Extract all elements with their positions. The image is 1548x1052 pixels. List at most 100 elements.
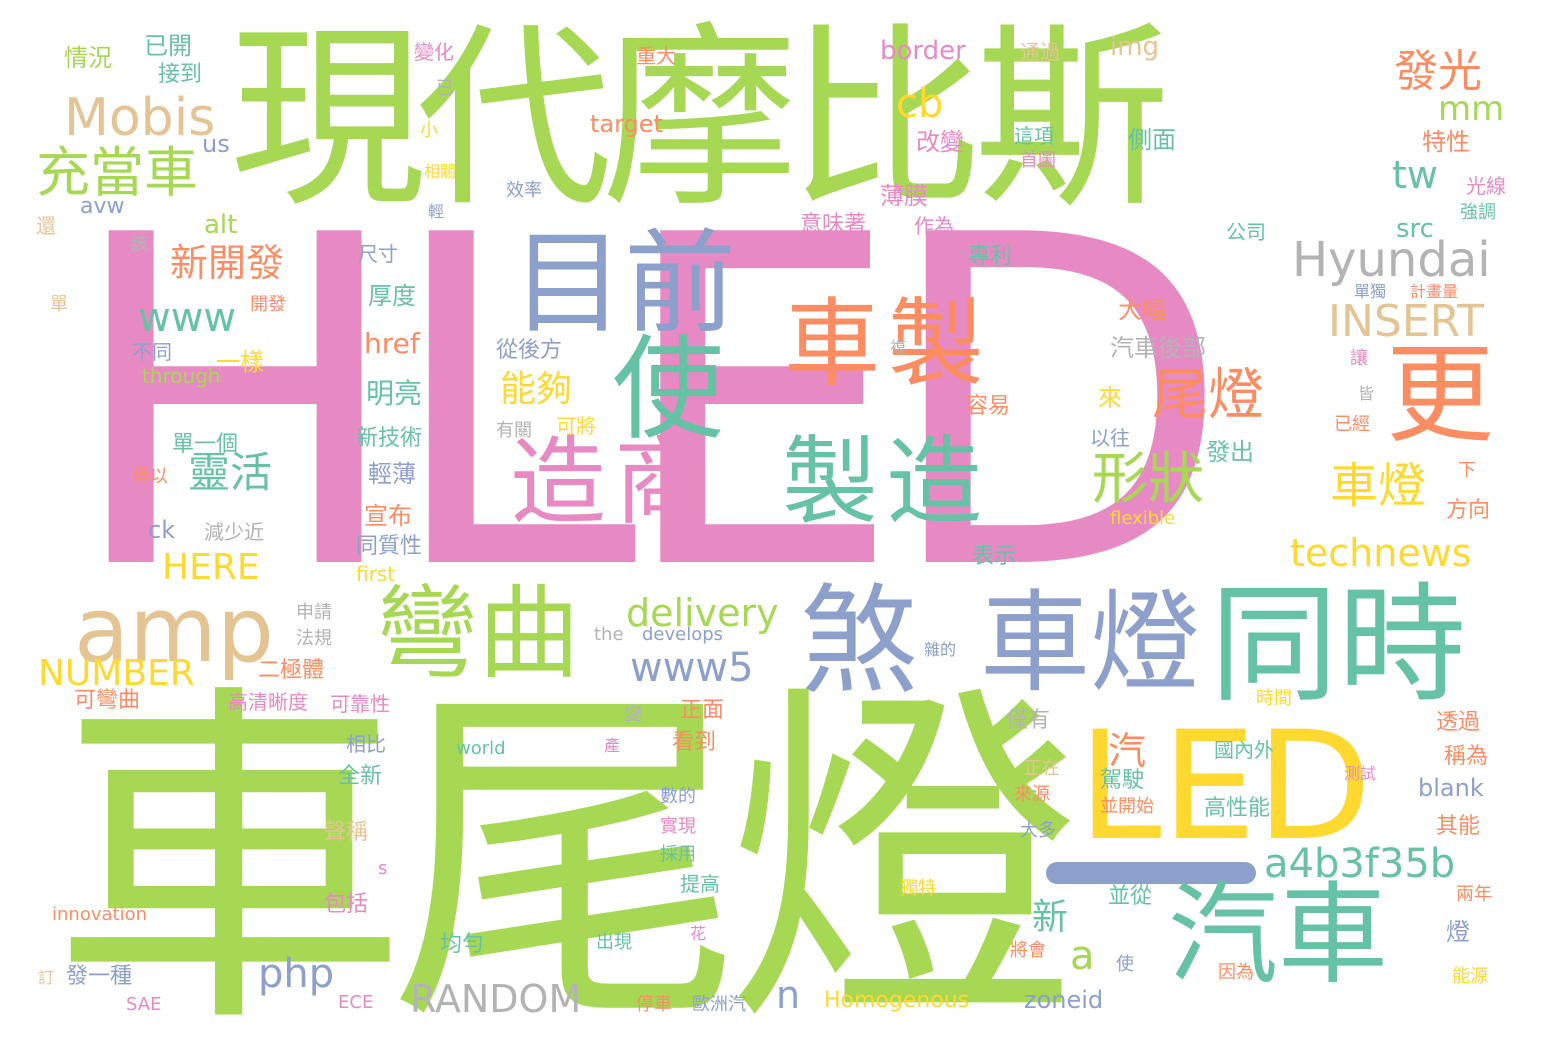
- cloud-word: 可將: [556, 414, 596, 438]
- cloud-word: 造商: [510, 426, 718, 538]
- cloud-word: 兩年: [1456, 884, 1492, 905]
- cloud-word: us: [202, 130, 230, 158]
- cloud-word: 一樣: [216, 348, 264, 376]
- cloud-word: 來: [1098, 384, 1122, 412]
- cloud-word: 正面: [680, 698, 725, 723]
- cloud-word: 車燈: [1330, 458, 1427, 514]
- cloud-word: 情況: [64, 44, 112, 72]
- cloud-word: 側面: [1128, 126, 1176, 154]
- cloud-word: href: [364, 327, 420, 360]
- cloud-word: a: [1070, 933, 1095, 979]
- cloud-word: 方向: [1446, 498, 1491, 523]
- cloud-word: 因為: [1218, 962, 1254, 983]
- cloud-word: 單一個: [172, 432, 239, 457]
- cloud-word: the: [594, 624, 624, 645]
- cloud-word: 汽車: [1168, 871, 1388, 999]
- cloud-word: 能夠: [500, 369, 573, 410]
- cloud-word: 效率: [506, 180, 542, 201]
- cloud-word: 稱為: [1444, 744, 1489, 769]
- cloud-word: target: [590, 110, 663, 138]
- cloud-word: 汽車後部: [1110, 334, 1206, 362]
- cloud-word: INSERT: [1328, 296, 1484, 347]
- cloud-word: 使: [612, 325, 724, 455]
- cloud-word: 作為: [914, 214, 954, 238]
- cloud-word: through: [142, 364, 221, 388]
- cloud-word: 已開: [144, 32, 192, 60]
- cloud-word: Homogenous: [824, 988, 970, 1013]
- cloud-word: 發出: [1206, 438, 1254, 466]
- cloud-word: 數的: [660, 786, 696, 807]
- cloud-word: 大幅: [1118, 296, 1166, 324]
- cloud-word: 更: [1386, 333, 1495, 458]
- cloud-word: 使: [1116, 954, 1134, 975]
- cloud-word: RANDOM: [410, 977, 582, 1021]
- cloud-word: 宣布: [364, 502, 412, 530]
- cloud-word: 開發: [250, 294, 286, 315]
- cloud-word: 製造: [782, 426, 990, 538]
- cloud-word: develops: [642, 624, 724, 645]
- cloud-word: n: [776, 973, 801, 1017]
- cloud-word: 變化: [414, 40, 454, 64]
- cloud-word: 時間: [1256, 688, 1292, 709]
- cloud-word: 同質性: [356, 534, 423, 559]
- cloud-word: 小: [420, 120, 438, 141]
- cloud-word: 獨特: [900, 878, 936, 899]
- cloud-word: 得以: [132, 466, 168, 487]
- cloud-word: 高清晰度: [228, 690, 308, 714]
- cloud-word: 將會: [1010, 940, 1046, 961]
- cloud-word: 訂: [38, 968, 55, 987]
- cloud-word: 聲稱: [324, 820, 369, 845]
- cloud-word: 二極體: [258, 658, 325, 683]
- cloud-word: innovation: [52, 904, 147, 925]
- cloud-word: 明亮: [366, 377, 423, 410]
- cloud-word: world: [456, 738, 506, 759]
- cloud-word: 車製: [784, 288, 992, 400]
- cloud-word: 車燈: [980, 579, 1200, 707]
- cloud-word: 變: [624, 704, 642, 725]
- underline-bar: [1046, 862, 1256, 884]
- cloud-word: 形狀: [1092, 447, 1204, 512]
- cloud-word: 有關: [496, 420, 532, 441]
- cloud-word: 單獨: [1354, 282, 1387, 301]
- cloud-word: a4b3f35b: [1264, 841, 1456, 887]
- cloud-word: 燈: [1446, 918, 1470, 946]
- cloud-word: 其能: [1436, 814, 1481, 839]
- cloud-word: 花: [690, 924, 707, 943]
- cloud-word: 產: [604, 736, 621, 755]
- cloud-word: 薄膜: [880, 182, 928, 210]
- cloud-word: technews: [1290, 531, 1472, 575]
- cloud-word: 這項: [1014, 124, 1054, 148]
- cloud-word: Mobis: [64, 88, 216, 148]
- cloud-word: 新開發: [170, 241, 285, 285]
- cloud-word: 靈活: [188, 448, 273, 497]
- cloud-word: 實現: [660, 816, 696, 837]
- cloud-word: 駕駛: [1100, 768, 1145, 793]
- cloud-word: 公司: [1226, 220, 1266, 244]
- cloud-word: SAE: [126, 994, 162, 1015]
- cloud-word: 目前: [512, 219, 736, 349]
- cloud-word: 並從: [1108, 884, 1153, 909]
- cloud-word: 首圖: [1020, 150, 1056, 171]
- cloud-word: 輕: [428, 202, 445, 221]
- cloud-word: 歐洲汽: [692, 994, 746, 1015]
- cloud-word: 全新: [338, 764, 383, 789]
- cloud-word: Hyundai: [1292, 232, 1491, 288]
- cloud-word: 接到: [158, 62, 203, 87]
- cloud-word: 並開始: [1100, 796, 1154, 817]
- cloud-word: php: [258, 951, 335, 997]
- cloud-word: LED: [1078, 700, 1372, 874]
- cloud-word: 充當車: [36, 141, 198, 204]
- cloud-word: 新: [1032, 897, 1069, 938]
- cloud-word: 強調: [1460, 202, 1496, 223]
- cloud-word: 皆: [1358, 384, 1375, 403]
- cloud-word: 讓: [1350, 348, 1368, 369]
- cloud-word: avw: [80, 194, 125, 219]
- cloud-word: 彎曲: [376, 575, 580, 694]
- cloud-word: ck: [148, 516, 176, 544]
- cloud-word: 大多: [1020, 820, 1056, 841]
- cloud-word: 特性: [1422, 128, 1470, 156]
- cloud-word: HERE: [162, 547, 260, 588]
- cloud-word: 僅有: [1006, 708, 1051, 733]
- cloud-word: 已經: [1334, 414, 1370, 435]
